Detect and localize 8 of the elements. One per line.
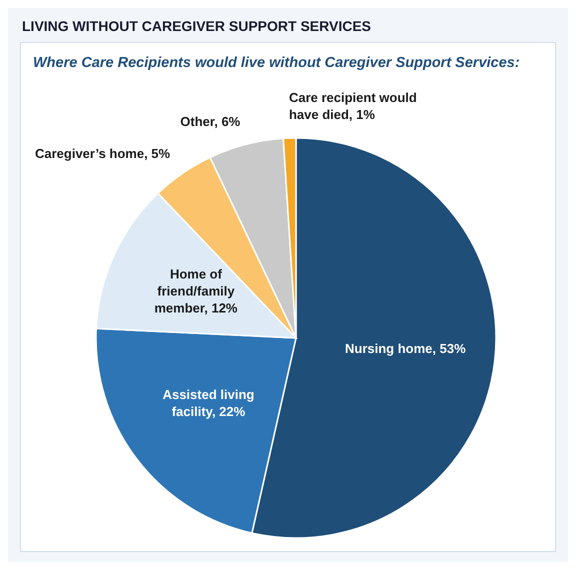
slice-label: Home of friend/family member, 12%: [154, 266, 238, 316]
slice-label: Care recipient would have died, 1%: [288, 90, 417, 123]
slice-label: Other, 6%: [180, 114, 241, 130]
chart-subtitle: Where Care Recipients would live without Caregiver Support Services:: [32, 54, 521, 71]
slice-label: Caregiver’s home, 5%: [34, 146, 171, 162]
chart-title: LIVING WITHOUT CAREGIVER SUPPORT SERVICES: [21, 17, 372, 36]
slice-label: Assisted living facility, 22%: [162, 388, 254, 420]
slice-label: Nursing home, 53%: [345, 342, 466, 357]
